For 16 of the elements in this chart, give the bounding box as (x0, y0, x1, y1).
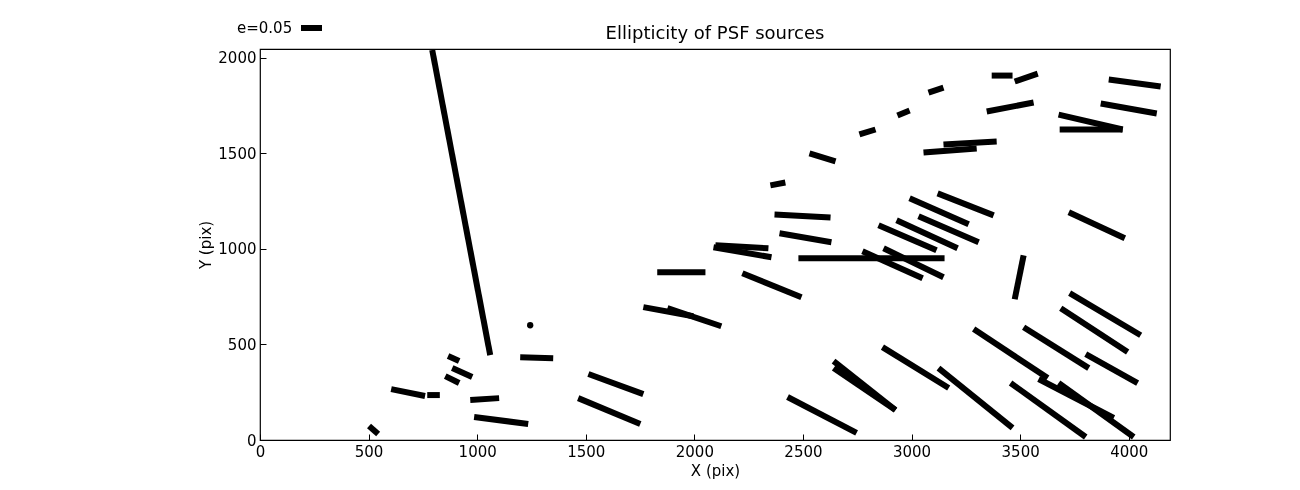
x-tick-label: 1000 (458, 442, 497, 461)
x-tick-label: 2500 (784, 442, 823, 461)
x-tick-label: 3000 (892, 442, 932, 461)
y-axis-title: Y (pix) (197, 220, 216, 271)
x-tick-label: 2000 (675, 442, 714, 461)
y-tick-label: 500 (227, 335, 257, 354)
chart-title: Ellipticity of PSF sources (605, 22, 825, 43)
text: e=0.05 (237, 19, 293, 37)
y-tick-label: 1500 (218, 144, 257, 163)
x-tick-label: 3500 (1001, 442, 1040, 461)
x-tick-label: 500 (354, 442, 384, 461)
x-tick-label: 1500 (567, 442, 606, 461)
y-tick-label: 1000 (218, 240, 257, 259)
x-axis-title: X (pix) (690, 461, 741, 480)
x-tick-label: 4000 (1110, 442, 1149, 461)
y-tick-label: 2000 (218, 49, 257, 68)
